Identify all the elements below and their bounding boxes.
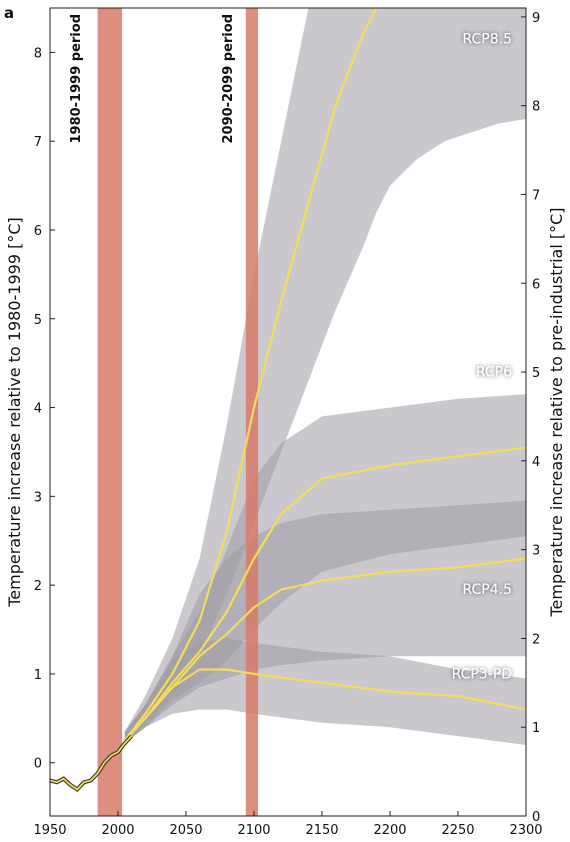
y-tick-label-left: 4 (34, 402, 42, 417)
y-axis-title-right: Temperature increase relative to pre-ind… (547, 207, 566, 617)
historical-line (50, 735, 133, 791)
y-tick-label-right: 6 (532, 277, 540, 292)
panel-label: a (4, 4, 14, 22)
series-labels: RCP8.5 RCP6 RCP4.5 RCP3-PD (452, 32, 513, 683)
mean-line-rcp3-pd (123, 668, 526, 742)
y-ticks-left: 0 1 2 3 4 5 6 7 8 (34, 46, 55, 772)
x-tick-label: 2150 (305, 823, 338, 838)
x-tick-label: 2050 (169, 823, 202, 838)
x-tick-label: 2100 (237, 823, 270, 838)
y-tick-label-left: 6 (34, 224, 42, 239)
historical-line-group (50, 734, 134, 792)
mean-line-rcp6 (123, 446, 526, 742)
y-tick-label-left: 5 (34, 313, 42, 328)
period-label-2090: 2090-2099 period (221, 14, 236, 144)
y-axis-title-left: Temperature increase relative to 1980-19… (5, 217, 24, 608)
y-tick-label-right: 8 (532, 100, 540, 115)
y-tick-label-right: 7 (532, 188, 540, 203)
x-tick-label: 2200 (373, 823, 406, 838)
period-bar-0 (97, 8, 123, 816)
period-bars (97, 8, 259, 816)
band-rcp4-5 (124, 500, 526, 744)
y-ticks-right: 0 1 2 3 4 5 6 7 8 9 (521, 11, 540, 825)
mean-lines (123, 8, 526, 742)
y-tick-label-right: 3 (532, 544, 540, 559)
plot-frame (49, 7, 527, 817)
period-label-1980: 1980-1999 period (69, 14, 84, 144)
y-tick-label-left: 7 (34, 135, 42, 150)
x-tick-label: 2300 (509, 823, 542, 838)
y-tick-label-left: 1 (34, 668, 42, 683)
y-tick-label-right: 2 (532, 632, 540, 647)
series-label-rcp6: RCP6 (476, 364, 512, 380)
mean-line-rcp8-5 (123, 8, 378, 742)
x-tick-label: 2000 (101, 823, 134, 838)
y-tick-label-left: 2 (34, 579, 42, 594)
y-tick-label-right: 5 (532, 366, 540, 381)
y-tick-label-left: 0 (34, 757, 42, 772)
uncertainty-bands (124, 8, 526, 745)
y-tick-label-left: 3 (34, 490, 42, 505)
axes (49, 7, 527, 817)
y-tick-label-right: 0 (532, 810, 540, 825)
series-label-rcp8-5: RCP8.5 (462, 32, 512, 48)
y-tick-label-right: 4 (532, 455, 540, 470)
band-rcp3-pd (124, 638, 526, 745)
series-label-rcp3-pd: RCP3-PD (452, 666, 512, 682)
y-tick-label-right: 9 (532, 11, 540, 26)
y-tick-label-left: 8 (34, 46, 42, 61)
x-ticks: 1950 2000 2050 2100 2150 2200 2250 2300 (33, 811, 543, 838)
x-tick-label: 2250 (441, 823, 474, 838)
x-tick-label: 1950 (33, 823, 66, 838)
series-label-rcp4-5: RCP4.5 (462, 582, 512, 598)
y-tick-label-right: 1 (532, 721, 540, 736)
